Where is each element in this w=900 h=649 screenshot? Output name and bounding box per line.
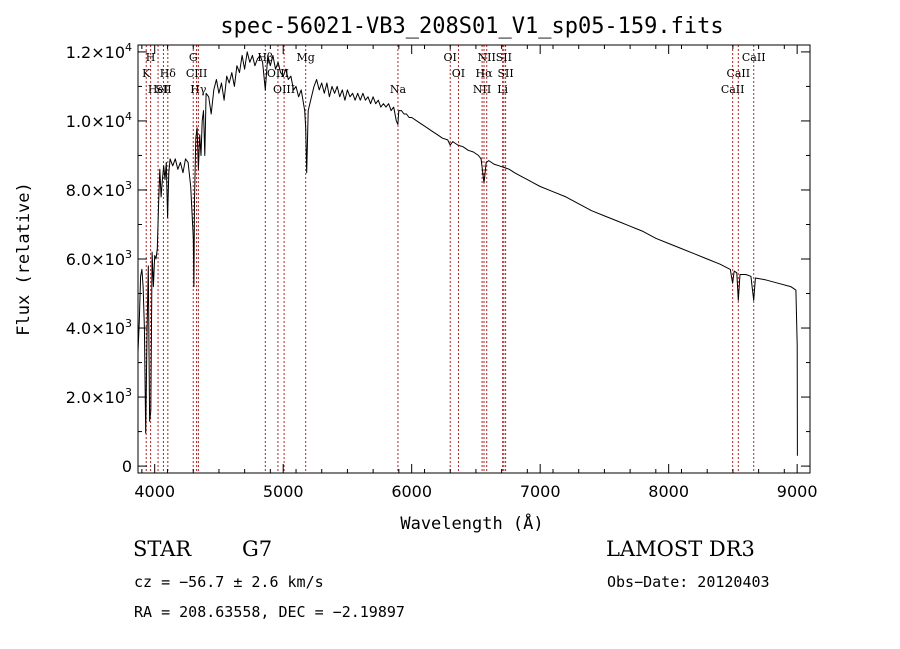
y-tick-exponent: 3 (125, 248, 132, 261)
y-tick-label: 0 (122, 457, 132, 476)
spectrum-line (137, 51, 798, 456)
y-tick-exponent: 3 (125, 179, 132, 192)
spectral-line-label: H (146, 51, 156, 64)
spectral-line-label: K (142, 67, 151, 80)
spectral-line-label: Hδ (160, 67, 177, 80)
spectral-line-label: Na (390, 83, 407, 96)
redshift-velocity: cz = −56.7 ± 2.6 km/s (134, 573, 324, 591)
x-tick-label: 9000 (777, 482, 818, 501)
spectral-line-label: HeI (148, 83, 168, 96)
spectral-line-labels: KHHeISIIHδGCIIIHγHβOIIIOIIIMgNaOIOINIIHα… (142, 51, 765, 96)
y-tick-labels: 02.0×1034.0×1036.0×1038.0×1031.0×1041.2×… (66, 41, 132, 476)
y-tick-label: 4.0×103 (66, 317, 132, 338)
observation-date: Obs−Date: 20120403 (607, 573, 770, 591)
coordinates: RA = 208.63558, DEC = −2.19897 (134, 603, 405, 621)
spectral-line-label: SII (155, 83, 171, 96)
spectral-line-label: CaII (726, 67, 750, 80)
y-tick-exponent: 4 (125, 110, 132, 123)
spectral-line-label: Hγ (190, 83, 207, 96)
y-tick-mantissa: 1.0×10 (66, 112, 125, 131)
object-class: STAR (133, 537, 192, 561)
y-tick-exponent: 3 (125, 386, 132, 399)
spectral-line-label: OI (452, 67, 465, 80)
spectral-line-label: Mg (297, 51, 315, 64)
x-tick-labels: 4000 5000 6000 7000 8000 9000 (134, 482, 817, 501)
x-tick-label: 8000 (648, 482, 689, 501)
y-tick-exponent: 4 (125, 41, 132, 54)
x-axis-title: Wavelength (Å) (400, 512, 543, 534)
y-tick-label: 8.0×103 (66, 179, 132, 200)
spectral-line-label: NII (473, 83, 491, 96)
x-tick-label: 5000 (263, 482, 304, 501)
spectral-line-label: CaII (721, 83, 745, 96)
survey-name: LAMOST DR3 (606, 537, 755, 561)
chart-title: spec-56021-VB3_208S01_V1_sp05-159.fits (220, 14, 723, 39)
spectral-line-label: OI (444, 51, 457, 64)
y-tick-mantissa: 4.0×10 (66, 319, 125, 338)
spectral-subclass: G7 (242, 537, 273, 561)
spectral-line-label: SII (496, 51, 512, 64)
x-tick-label: 6000 (391, 482, 432, 501)
y-tick-label: 2.0×103 (66, 386, 132, 407)
spectral-line-label: OIII (267, 67, 289, 80)
spectral-line-label: CaII (742, 51, 766, 64)
y-tick-exponent: 3 (125, 317, 132, 330)
spectral-line-label: SII (497, 67, 513, 80)
x-tick-label: 7000 (520, 482, 561, 501)
spectral-line-label: CIII (186, 67, 207, 80)
y-tick-label: 1.2×104 (66, 41, 132, 62)
axis-ticks (138, 45, 811, 473)
spectral-line-label: NII (478, 51, 496, 64)
y-tick-mantissa: 2.0×10 (66, 388, 125, 407)
y-axis-title: Flux (relative) (14, 182, 34, 336)
spectral-line-label: Li (497, 83, 508, 96)
y-tick-mantissa: 8.0×10 (66, 181, 125, 200)
spectral-line-label: G (189, 51, 198, 64)
spectral-line-markers (145, 45, 755, 473)
y-tick-label: 6.0×103 (66, 248, 132, 269)
y-tick-label: 1.0×104 (66, 110, 132, 131)
spectrum-series (137, 51, 798, 456)
spectral-line-label: OIII (273, 83, 295, 96)
spectral-line-label: Hα (476, 67, 494, 80)
x-tick-label: 4000 (134, 482, 175, 501)
y-tick-mantissa: 0 (122, 457, 132, 476)
plot-frame (137, 44, 811, 474)
y-tick-mantissa: 6.0×10 (66, 250, 125, 269)
y-tick-mantissa: 1.2×10 (66, 43, 125, 62)
